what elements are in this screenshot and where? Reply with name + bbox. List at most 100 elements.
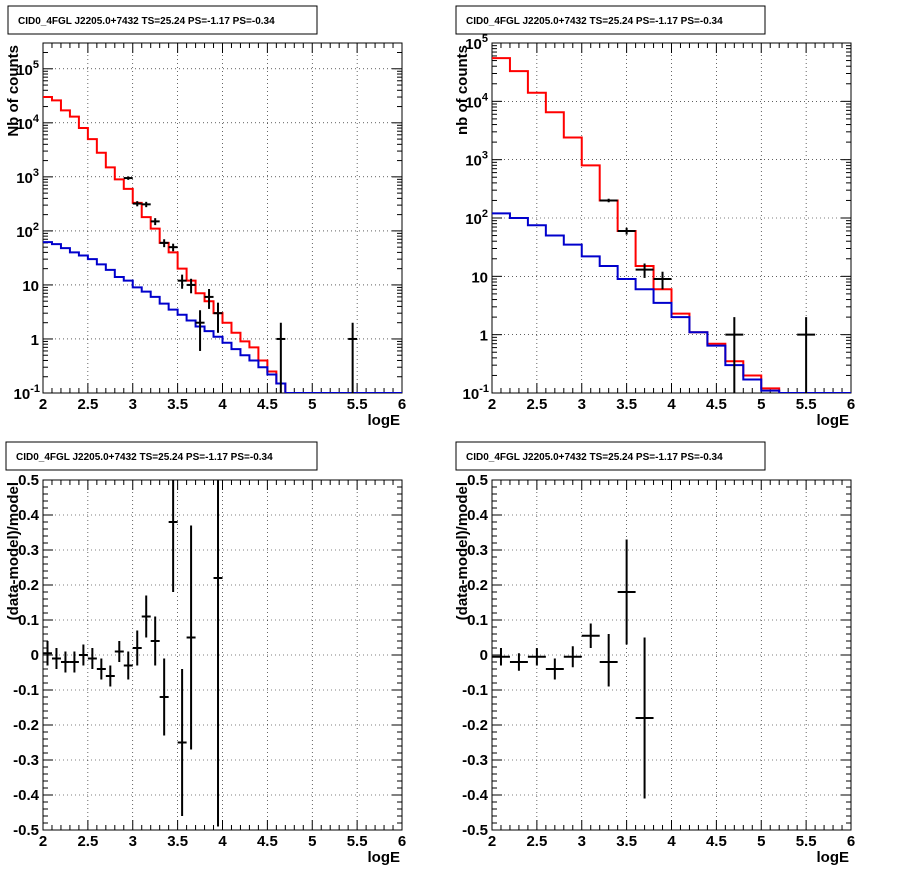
data-point [123,176,133,180]
x-tick-label: 3.5 [167,833,188,850]
data-point [797,317,816,393]
y-tick-label: 102 [16,221,39,241]
x-tick-label: 6 [398,396,406,413]
chart-panel-bottom-right: CID0_4FGL J2205.0+7432 TS=25.24 PS=-1.17… [454,441,855,866]
x-tick-label: 2.5 [77,396,98,413]
y-tick-label: 10 [471,269,488,286]
y-tick-label: 102 [465,208,488,228]
y-tick-label: 105 [16,59,39,79]
x-axis-label: logE [368,849,401,866]
x-axis-label: logE [817,849,850,866]
data-point [69,651,79,673]
x-tick-label: 3.5 [616,396,637,413]
plot-area [492,57,851,393]
x-tick-label: 6 [847,833,855,850]
data-point [177,274,187,289]
data-point [186,278,196,294]
y-tick-label: 10-1 [14,383,40,403]
y-tick-label: 0.1 [467,612,488,629]
y-tick-label: 0.4 [467,507,489,524]
y-tick-label: -0.2 [13,717,39,734]
series-step-line-0 [43,96,402,393]
y-tick-label: 0.5 [467,472,488,489]
x-tick-label: 5 [757,396,765,413]
data-point [132,630,142,666]
y-tick-label: 10 [22,278,39,295]
x-tick-label: 2.5 [526,396,547,413]
y-tick-label: 1 [31,332,39,349]
plot-area [492,539,654,799]
x-axis-label: logE [368,412,401,429]
axis-ticks [491,479,852,831]
x-tick-label: 4.5 [706,833,727,850]
series-step-line-1 [492,212,851,393]
y-tick-label: -0.3 [13,752,39,769]
y-tick-label: 104 [465,91,489,111]
chart-title: CID0_4FGL J2205.0+7432 TS=25.24 PS=-1.17… [466,452,723,463]
data-point [141,201,151,208]
chart-title: CID0_4FGL J2205.0+7432 TS=25.24 PS=-1.17… [16,452,273,463]
axis-ticks [42,42,403,394]
data-point [545,658,564,680]
data-point [195,310,205,351]
chart-title: CID0_4FGL J2205.0+7432 TS=25.24 PS=-1.17… [18,16,275,27]
title-box [455,441,766,471]
data-point [599,198,618,203]
data-point [725,317,744,393]
data-point [87,648,97,669]
x-tick-label: 2 [488,396,496,413]
chart-title: CID0_4FGL J2205.0+7432 TS=25.24 PS=-1.17… [466,16,723,27]
axis-ticks [491,43,852,394]
x-tick-label: 4 [218,833,227,850]
y-tick-label: 104 [16,113,40,133]
x-tick-label: 3 [129,396,137,413]
x-tick-label: 3 [129,833,137,850]
x-tick-label: 5 [308,833,316,850]
x-tick-label: 6 [847,396,855,413]
y-tick-label: -0.3 [462,752,488,769]
data-point [635,263,654,278]
data-point [492,648,510,666]
y-tick-label: -0.1 [462,682,488,699]
y-tick-label: 0.1 [18,612,39,629]
x-tick-label: 6 [398,833,406,850]
data-point [617,227,636,235]
data-point [123,651,133,680]
data-point [141,595,151,638]
data-point [653,271,672,290]
data-point [159,658,169,736]
x-tick-label: 5.5 [796,396,817,413]
data-point [159,239,169,248]
y-tick-label: 0 [480,647,488,664]
data-point [60,651,70,673]
data-point [204,289,214,309]
y-axis-label: nb of counts [454,45,471,135]
y-tick-label: -0.5 [13,822,39,839]
title-box [5,441,318,471]
data-point [105,665,115,687]
y-tick-label: 105 [465,33,488,53]
chart-panel-bottom-left: CID0_4FGL J2205.0+7432 TS=25.24 PS=-1.17… [5,441,406,866]
y-tick-label: 0.3 [18,542,39,559]
x-tick-label: 4.5 [706,396,727,413]
title-box [7,5,318,35]
y-tick-label: 0.2 [18,577,39,594]
data-point [635,637,654,799]
data-point [114,641,124,662]
data-point [51,648,61,669]
plot-area [43,96,402,393]
y-tick-label: 103 [16,167,39,187]
plot-area [43,480,223,827]
y-tick-label: -0.1 [13,682,39,699]
y-tick-label: 0.3 [467,542,488,559]
data-point [617,539,636,645]
x-tick-label: 2 [39,833,47,850]
data-point [213,302,223,333]
x-tick-label: 3.5 [616,833,637,850]
y-tick-label: -0.4 [462,787,489,804]
data-point [276,322,286,393]
x-tick-label: 5.5 [347,396,368,413]
axis-ticks [42,479,403,831]
data-point [186,525,196,750]
